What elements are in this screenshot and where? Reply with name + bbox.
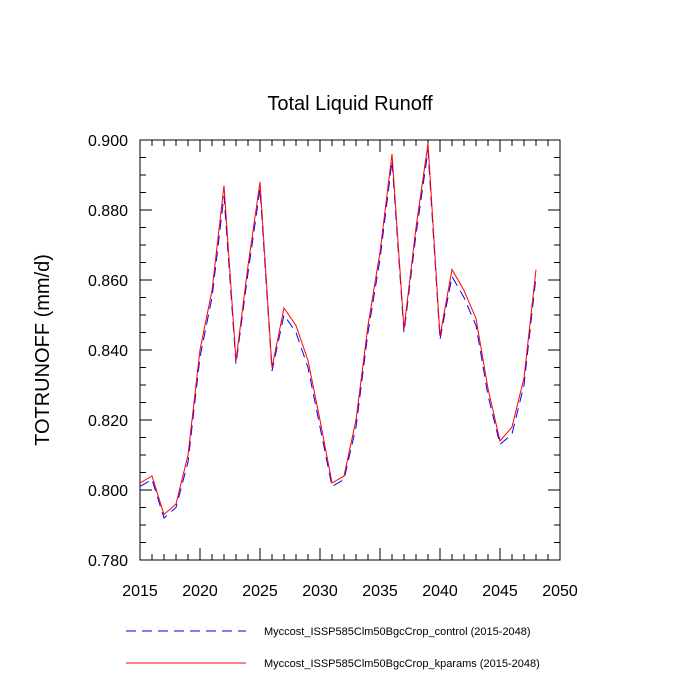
series-line-control bbox=[139, 150, 537, 519]
plot-frame bbox=[139, 139, 561, 561]
axis-ticks: 2015 2020 2025 2030 2035 2040 2045 2050 0.780 0.8… bbox=[88, 133, 578, 600]
legend-label-control: Myccost_ISSP585Clm50BgcCrop_control (201… bbox=[264, 626, 531, 638]
y-tick-label: 0.780 bbox=[88, 553, 128, 570]
x-tick-label: 2045 bbox=[482, 583, 518, 600]
x-tick-label: 2040 bbox=[422, 583, 458, 600]
y-tick-label: 0.840 bbox=[88, 343, 128, 360]
x-tick-label: 2030 bbox=[302, 583, 338, 600]
series-line-kparams bbox=[139, 143, 537, 516]
y-tick-label: 0.900 bbox=[88, 133, 128, 150]
chart-title: Total Liquid Runoff bbox=[267, 93, 433, 115]
x-tick-label: 2050 bbox=[542, 583, 578, 600]
y-tick-label: 0.820 bbox=[88, 413, 128, 430]
x-tick-label: 2035 bbox=[362, 583, 398, 600]
y-tick-label: 0.880 bbox=[88, 203, 128, 220]
legend-label-kparams: Myccost_ISSP585Clm50BgcCrop_kparams (201… bbox=[264, 658, 540, 670]
x-tick-label: 2025 bbox=[242, 583, 278, 600]
plot-area bbox=[139, 139, 561, 561]
x-tick-label: 2015 bbox=[122, 583, 158, 600]
y-axis-label: TOTRUNOFF (mm/d) bbox=[32, 254, 54, 446]
legend: Myccost_ISSP585Clm50BgcCrop_control (201… bbox=[126, 626, 540, 670]
y-tick-label: 0.800 bbox=[88, 483, 128, 500]
x-tick-label: 2020 bbox=[182, 583, 218, 600]
y-tick-label: 0.860 bbox=[88, 273, 128, 290]
series-layer bbox=[139, 143, 537, 519]
